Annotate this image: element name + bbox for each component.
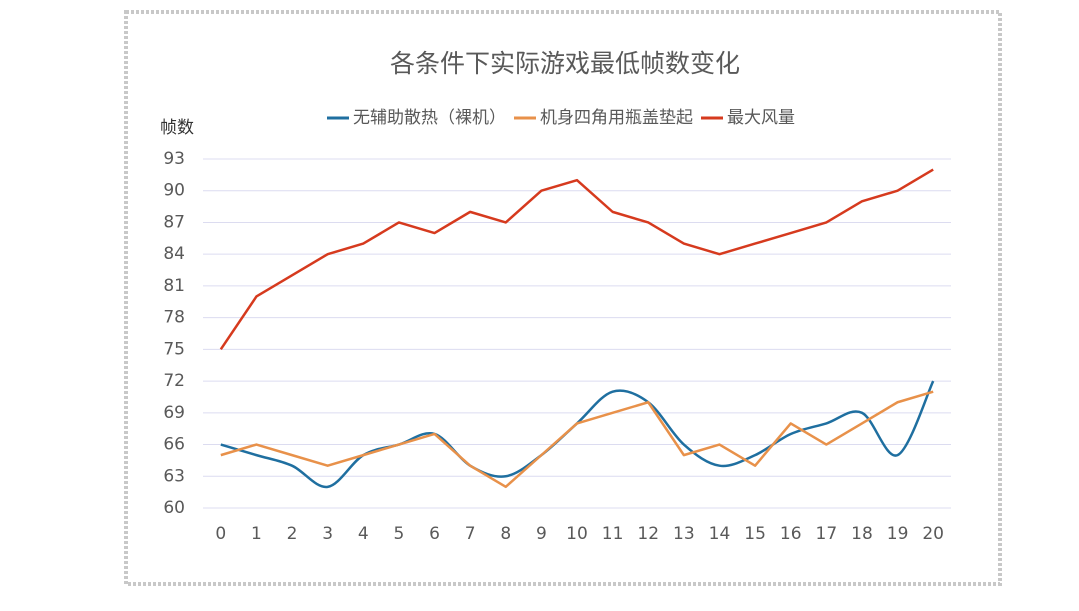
- x-tick-label: 13: [673, 524, 695, 544]
- x-tick-label: 5: [393, 524, 404, 544]
- y-tick-label: 75: [163, 339, 185, 359]
- x-tick-label: 11: [602, 524, 624, 544]
- y-tick-label: 63: [163, 466, 185, 486]
- legend-label: 最大风量: [727, 108, 795, 128]
- x-tick-label: 2: [287, 524, 298, 544]
- y-tick-label: 69: [163, 403, 185, 423]
- x-tick-label: 0: [215, 524, 226, 544]
- legend-label: 机身四角用瓶盖垫起: [540, 108, 693, 128]
- y-tick-label: 81: [163, 276, 185, 296]
- x-tick-label: 14: [709, 524, 731, 544]
- y-tick-label: 66: [163, 435, 185, 455]
- series-line: [219, 168, 934, 351]
- y-tick-label: 78: [163, 308, 185, 328]
- y-tick-label: 90: [163, 181, 185, 201]
- x-tick-label: 12: [637, 524, 659, 544]
- x-tick-label: 18: [851, 524, 873, 544]
- series-line: [220, 390, 934, 489]
- legend-label: 无辅助散热（裸机）: [353, 108, 506, 128]
- y-tick-label: 87: [163, 212, 185, 232]
- x-tick-label: 7: [465, 524, 476, 544]
- x-tick-label: 8: [500, 524, 511, 544]
- chart-frame: [124, 10, 1002, 586]
- y-tick-label: 93: [163, 149, 185, 169]
- x-tick-label: 16: [780, 524, 802, 544]
- x-tick-label: 17: [816, 524, 838, 544]
- y-tick-label: 84: [163, 244, 185, 264]
- x-tick-label: 10: [566, 524, 588, 544]
- series-line: [220, 380, 935, 489]
- y-tick-label: 72: [163, 371, 185, 391]
- x-tick-label: 3: [322, 524, 333, 544]
- x-tick-label: 19: [887, 524, 909, 544]
- y-tick-label: 60: [163, 498, 185, 518]
- x-tick-label: 15: [744, 524, 766, 544]
- x-tick-label: 9: [536, 524, 547, 544]
- x-tick-label: 1: [251, 524, 262, 544]
- x-tick-label: 20: [922, 524, 944, 544]
- x-tick-label: 4: [358, 524, 369, 544]
- y-axis-label: 帧数: [160, 118, 194, 138]
- chart-title: 各条件下实际游戏最低帧数变化: [390, 49, 740, 78]
- x-tick-label: 6: [429, 524, 440, 544]
